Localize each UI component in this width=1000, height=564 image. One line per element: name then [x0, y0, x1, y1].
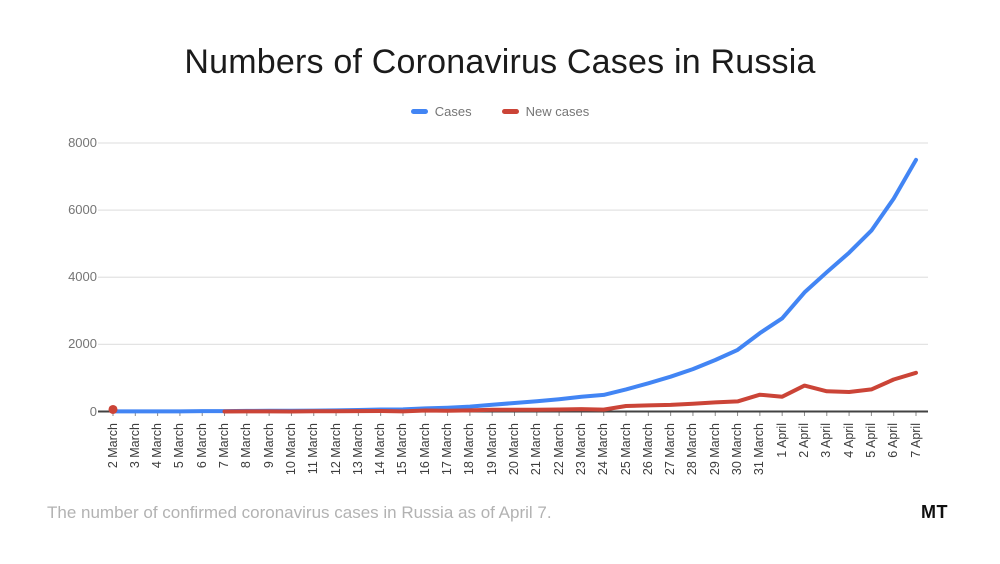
new-cases-line — [222, 370, 918, 414]
x-axis-label-4-april: 4 April — [841, 423, 856, 458]
new-cases-swatch-icon — [501, 109, 519, 114]
legend: Cases New cases — [0, 104, 1000, 119]
mt-logo: MT — [921, 502, 948, 522]
x-axis-label-6-april: 6 April — [886, 423, 901, 458]
x-axis-label-18-march: 18 March — [462, 423, 477, 476]
x-axis-label-14-march: 14 March — [373, 423, 388, 476]
y-axis-label-8000: 8000 — [68, 135, 97, 150]
x-axis-label-11-march: 11 March — [306, 423, 321, 475]
x-axis-label-16-march: 16 March — [417, 423, 432, 476]
x-axis-label-10-march: 10 March — [283, 423, 298, 476]
x-axis-label-24-march: 24 March — [596, 423, 611, 476]
x-axis-label-29-march: 29 March — [707, 423, 722, 476]
y-axis-label-6000: 6000 — [68, 202, 97, 218]
x-axis-label-28-march: 28 March — [685, 423, 700, 476]
x-axis-label-15-march: 15 March — [395, 423, 410, 476]
x-axis-label-21-march: 21 March — [529, 423, 544, 476]
x-axis-label-22-march: 22 March — [551, 423, 566, 476]
y-axis-label-4000: 4000 — [68, 269, 97, 285]
x-axis-label-13-march: 13 March — [350, 423, 365, 476]
x-axis-label-3-april: 3 April — [819, 423, 834, 458]
legend-label-new-cases: New cases — [525, 104, 590, 119]
x-axis-label-7-april: 7 April — [908, 423, 923, 458]
x-axis-label-5-march: 5 March — [172, 423, 187, 469]
x-axis-label-20-march: 20 March — [507, 423, 521, 476]
legend-item-new-cases: New cases — [501, 104, 590, 119]
legend-label-cases: Cases — [434, 104, 472, 119]
new-cases-point — [108, 404, 118, 414]
x-axis-label-30-march: 30 March — [730, 423, 745, 476]
caption-row: The number of confirmed coronavirus case… — [47, 502, 948, 523]
x-axis-label-17-march: 17 March — [440, 423, 455, 476]
x-axis-label-31-march: 31 March — [752, 423, 767, 476]
x-axis-label-27-march: 27 March — [663, 423, 678, 476]
x-axis-label-3-march: 3 March — [127, 423, 142, 469]
x-axis-label-7-march: 7 March — [217, 423, 232, 469]
x-axis-label-25-march: 25 March — [618, 423, 633, 476]
x-axis-label-19-march: 19 March — [484, 423, 499, 476]
x-axis-label-5-april: 5 April — [863, 423, 878, 458]
x-axis-label-2-march: 2 March — [105, 423, 120, 469]
x-axis-label-1-april: 1 April — [774, 423, 789, 458]
x-axis-label-6-march: 6 March — [194, 423, 209, 469]
x-axis-label-9-march: 9 March — [261, 423, 276, 469]
y-axis-label-2000: 2000 — [68, 336, 97, 352]
x-axis-label-4-march: 4 March — [150, 423, 165, 469]
x-axis-label-26-march: 26 March — [640, 423, 655, 476]
x-axis-label-23-march: 23 March — [573, 423, 588, 476]
caption-text: The number of confirmed coronavirus case… — [47, 503, 552, 522]
cases-line — [111, 157, 918, 414]
x-axis-label-12-march: 12 March — [328, 423, 343, 476]
y-axis-label-0: 0 — [89, 403, 97, 419]
cases-swatch-icon — [410, 109, 428, 114]
chart-title: Numbers of Coronavirus Cases in Russia — [184, 43, 816, 81]
x-axis-label-2-april: 2 April — [796, 423, 811, 458]
legend-item-cases: Cases — [410, 104, 472, 119]
x-axis-label-8-march: 8 March — [239, 423, 254, 469]
